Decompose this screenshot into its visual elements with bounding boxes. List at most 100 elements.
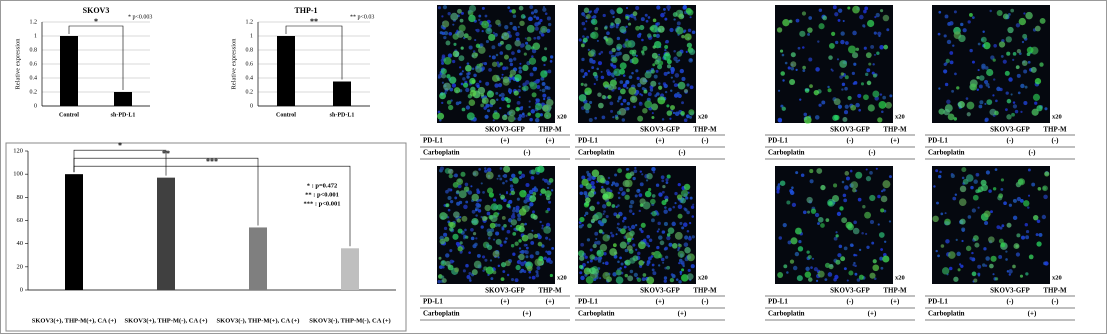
gfp-cell	[786, 200, 791, 205]
nucleus	[539, 18, 543, 23]
nucleus	[866, 245, 870, 249]
gfp-cell	[496, 77, 501, 81]
gfp-cell	[651, 103, 659, 111]
nucleus	[981, 63, 986, 69]
nucleus	[594, 116, 597, 120]
gfp-cell	[832, 114, 839, 121]
nucleus	[634, 166, 637, 170]
nucleus	[677, 249, 680, 252]
nucleus	[530, 175, 535, 180]
nucleus	[646, 262, 650, 266]
nucleus	[519, 106, 523, 111]
gfp-cell	[866, 80, 872, 86]
table-header: SKOV3-GFP	[485, 126, 525, 134]
nucleus	[505, 66, 509, 70]
nucleus	[791, 186, 794, 189]
nucleus	[665, 178, 669, 182]
nucleus	[466, 62, 470, 65]
nucleus	[641, 277, 646, 282]
gfp-cell	[847, 95, 852, 101]
nucleus	[1005, 91, 1009, 95]
nucleus	[665, 39, 669, 44]
nucleus	[478, 198, 482, 202]
gfp-cell	[508, 109, 516, 117]
nucleus	[639, 227, 643, 231]
nucleus	[624, 248, 629, 253]
gfp-cell	[484, 204, 491, 212]
gfp-cell	[506, 203, 511, 208]
gfp-cell	[1012, 51, 1017, 56]
nucleus	[1041, 214, 1047, 220]
gfp-cell	[855, 171, 863, 179]
gfp-cell	[456, 218, 461, 223]
nucleus	[536, 85, 541, 89]
nucleus	[621, 191, 626, 196]
gfp-cell	[1023, 200, 1030, 207]
gfp-cell	[459, 18, 464, 23]
nucleus	[995, 99, 998, 103]
nucleus	[668, 242, 673, 247]
nucleus	[984, 102, 987, 106]
nucleus	[664, 49, 667, 52]
gfp-cell	[510, 190, 516, 196]
bar	[277, 36, 295, 106]
nucleus	[944, 14, 949, 19]
gfp-cell	[624, 194, 630, 200]
y-tick-label: 80	[17, 194, 24, 201]
gfp-cell	[971, 271, 977, 277]
nucleus	[663, 7, 666, 11]
nucleus	[976, 88, 980, 92]
gfp-cell	[1042, 186, 1047, 190]
nucleus	[539, 89, 542, 92]
gfp-cell	[598, 102, 604, 109]
nucleus	[485, 81, 490, 86]
gfp-cell	[477, 46, 486, 54]
gfp-cell	[642, 108, 648, 114]
nucleus	[597, 267, 601, 270]
nucleus	[1044, 107, 1048, 111]
nucleus	[580, 68, 585, 73]
nucleus	[542, 7, 547, 12]
nucleus	[672, 111, 676, 115]
gfp-cell	[441, 73, 447, 79]
gfp-cell	[471, 217, 479, 226]
nucleus	[1017, 91, 1021, 95]
nucleus	[582, 35, 585, 38]
nucleus	[1025, 235, 1030, 240]
gfp-cell	[641, 50, 645, 54]
nucleus	[815, 67, 820, 72]
nucleus	[457, 184, 462, 189]
nucleus	[776, 187, 780, 192]
nucleus	[1025, 229, 1030, 234]
nucleus	[480, 225, 484, 229]
nucleus	[1031, 182, 1036, 187]
row-label: PD-L1	[423, 298, 443, 306]
gfp-cell	[848, 270, 854, 276]
nucleus	[449, 87, 454, 92]
nucleus	[481, 255, 486, 259]
nucleus	[613, 254, 618, 259]
nucleus	[622, 98, 627, 103]
gfp-cell	[639, 77, 648, 85]
gfp-cell	[851, 52, 859, 59]
gfp-cell	[943, 108, 950, 116]
nucleus	[451, 83, 457, 88]
gfp-cell	[683, 88, 689, 94]
gfp-cell	[872, 73, 877, 78]
nucleus	[641, 86, 645, 91]
gfp-cell	[948, 251, 956, 259]
nucleus	[937, 254, 940, 258]
nucleus	[606, 187, 611, 192]
nucleus	[515, 28, 518, 31]
gfp-cell	[471, 269, 478, 276]
p-note: * p<0.003	[128, 14, 152, 20]
gfp-cell	[585, 276, 594, 284]
gfp-cell	[525, 44, 532, 51]
gfp-cell	[522, 64, 529, 72]
nucleus	[541, 227, 544, 230]
nucleus	[583, 14, 586, 17]
gfp-cell	[780, 71, 785, 76]
nucleus	[1015, 23, 1021, 28]
gfp-cell	[979, 75, 985, 81]
nucleus	[612, 116, 615, 119]
